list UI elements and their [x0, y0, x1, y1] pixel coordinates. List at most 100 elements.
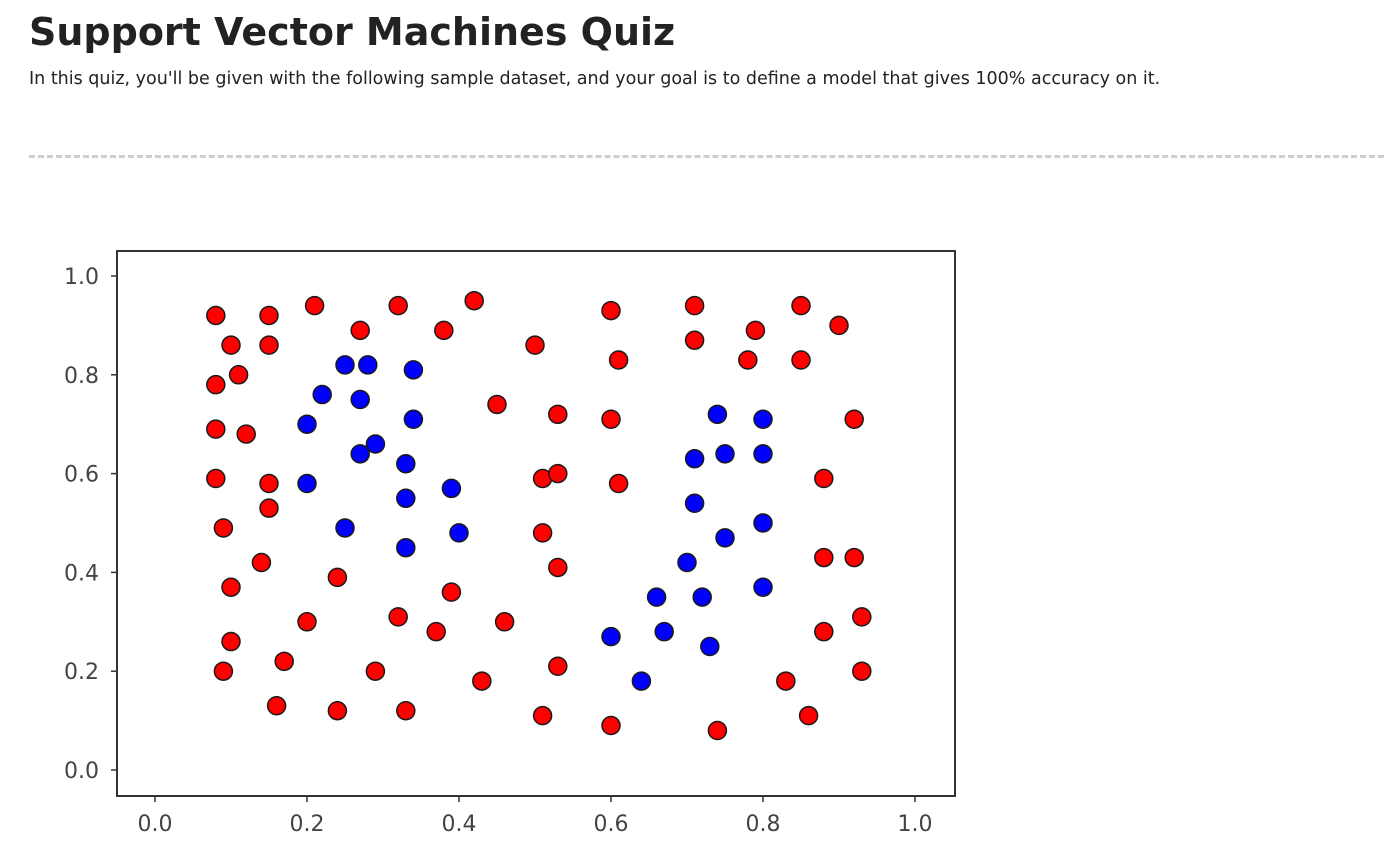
y-tick-label: 0.8 [64, 364, 99, 389]
red-point [494, 612, 515, 632]
blue-point [715, 528, 735, 548]
blue-point [700, 636, 720, 657]
x-tick-label: 0.2 [290, 812, 325, 837]
red-point [206, 305, 226, 326]
red-point [532, 523, 553, 543]
red-point [472, 671, 492, 691]
red-point [487, 394, 507, 415]
red-point [684, 330, 705, 350]
red-point [274, 651, 294, 672]
blue-point [297, 473, 317, 494]
blue-point [715, 444, 735, 464]
blue-point [753, 513, 773, 533]
blue-point [677, 552, 697, 573]
red-point [221, 335, 241, 355]
blue-point [684, 449, 705, 469]
blue-point [365, 434, 386, 454]
y-tick-label: 1.0 [64, 265, 99, 290]
red-point [221, 631, 241, 652]
blue-point [753, 577, 773, 597]
blue-point [403, 409, 424, 430]
red-point [852, 607, 872, 627]
intro-text: In this quiz, you'll be given with the f… [29, 69, 1161, 89]
blue-point [684, 493, 705, 513]
blue-point [631, 671, 652, 691]
blue-point [358, 355, 378, 375]
blue-point [692, 587, 712, 607]
red-point [350, 320, 370, 341]
x-tick-label: 0.4 [442, 812, 477, 837]
blue-point [350, 389, 370, 410]
x-tick-label: 1.0 [898, 812, 933, 837]
red-point [707, 720, 728, 741]
blue-point [396, 537, 416, 558]
page-title: Support Vector Machines Quiz [29, 10, 676, 54]
red-point [548, 656, 568, 677]
red-point [259, 335, 279, 355]
blue-point [396, 453, 416, 474]
blue-point [297, 414, 317, 434]
red-point [608, 350, 629, 370]
red-point [206, 419, 226, 439]
section-divider [29, 155, 1384, 158]
blue-point [441, 478, 462, 499]
blue-point [335, 518, 355, 538]
plot-frame [116, 250, 956, 797]
red-point [548, 404, 568, 425]
red-point [525, 335, 545, 355]
blue-point [403, 360, 424, 380]
blue-point [335, 355, 355, 375]
red-point [327, 567, 348, 588]
red-point [814, 621, 834, 642]
y-axis: 0.0 0.2 0.4 0.6 0.8 1.0 [64, 265, 117, 784]
x-tick-label: 0.8 [746, 812, 781, 837]
red-point [814, 547, 834, 568]
blue-point [601, 626, 621, 647]
x-axis: 0.0 0.2 0.4 0.6 0.8 1.0 [138, 796, 933, 837]
red-point [365, 661, 386, 681]
red-point [791, 350, 811, 370]
red-point [434, 320, 454, 341]
red-point [548, 463, 568, 484]
red-point [228, 365, 249, 385]
red-point [213, 518, 234, 538]
data-points [206, 290, 872, 741]
red-point [844, 547, 864, 568]
y-tick-label: 0.4 [64, 561, 99, 586]
red-point [297, 612, 317, 632]
red-point [388, 607, 408, 627]
y-tick-label: 0.2 [64, 660, 99, 685]
red-point [388, 295, 408, 316]
blue-point [654, 621, 674, 642]
red-point [251, 552, 272, 573]
red-point [221, 577, 241, 597]
blue-point [707, 404, 728, 425]
red-point [791, 295, 811, 316]
y-tick-label: 0.6 [64, 463, 99, 488]
red-point [776, 671, 796, 691]
blue-point [753, 409, 773, 430]
red-point [259, 498, 279, 518]
red-point [327, 700, 348, 721]
red-point [814, 468, 834, 489]
red-point [259, 305, 279, 326]
blue-point [396, 488, 416, 509]
blue-point [753, 444, 773, 464]
red-point [738, 350, 758, 370]
red-point [798, 705, 819, 726]
red-point [601, 409, 621, 430]
red-point [236, 424, 256, 444]
red-point [548, 557, 568, 578]
red-point [829, 315, 849, 336]
red-point [601, 300, 621, 321]
red-point [304, 295, 325, 316]
x-tick-label: 0.6 [594, 812, 629, 837]
blue-point [312, 384, 332, 405]
blue-point [646, 587, 667, 607]
red-point [745, 320, 766, 341]
blue-point [449, 523, 469, 543]
red-point [206, 374, 226, 395]
red-point [852, 661, 872, 681]
red-point [844, 409, 864, 430]
